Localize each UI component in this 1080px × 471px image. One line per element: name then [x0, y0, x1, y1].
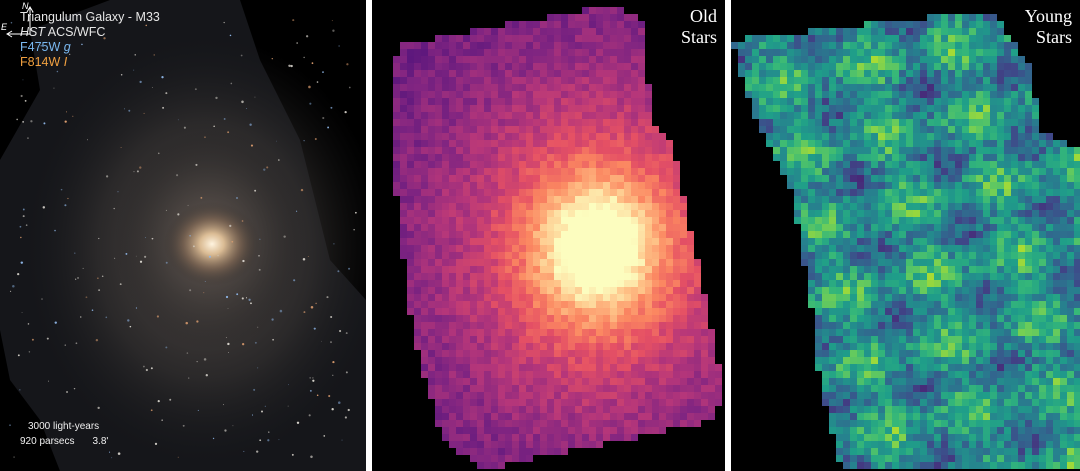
young-stars-density-map — [731, 14, 1080, 469]
old-stars-title-line1: Old — [690, 6, 717, 26]
young-stars-title: Young Stars — [1025, 6, 1072, 48]
old-stars-title: Old Stars — [681, 6, 717, 48]
galaxy-image — [0, 0, 366, 471]
filter-orange-label: F814W I — [20, 55, 160, 70]
scale-bar-label: 3000 light-years 920 parsecs 3.8' — [20, 419, 108, 449]
star-field — [9, 19, 357, 459]
old-stars-density-map — [393, 7, 722, 469]
instrument-name: HST — [20, 25, 45, 39]
filter-blue-name: F475W — [20, 40, 64, 54]
filter-blue-label: F475W g — [20, 40, 160, 55]
filter-orange-band: I — [63, 55, 68, 69]
scale-arcmin: 3.8' — [92, 436, 109, 447]
instrument-detector: ACS/WFC — [45, 25, 106, 39]
scale-parsecs: 920 parsecs — [20, 436, 75, 447]
instrument-label: HST ACS/WFC — [20, 25, 160, 40]
compass-north: N — [22, 1, 29, 11]
filter-orange-name: F814W — [20, 55, 64, 69]
filter-blue-band: g — [63, 40, 71, 54]
old-stars-panel: Old Stars — [372, 0, 725, 471]
galaxy-title: Triangulum Galaxy - M33 — [20, 10, 160, 24]
compass-east: E — [1, 22, 8, 32]
image-caption: Triangulum Galaxy - M33 HST ACS/WFC F475… — [20, 10, 160, 70]
young-stars-panel: Young Stars — [731, 0, 1080, 471]
galaxy-image-panel: Triangulum Galaxy - M33 HST ACS/WFC F475… — [0, 0, 366, 471]
compass-icon: N E — [1, 1, 34, 38]
young-stars-title-line2: Stars — [1036, 27, 1072, 47]
young-stars-title-line1: Young — [1024, 6, 1072, 26]
scale-lightyears: 3000 light-years — [28, 421, 100, 432]
old-stars-title-line2: Stars — [681, 27, 717, 47]
